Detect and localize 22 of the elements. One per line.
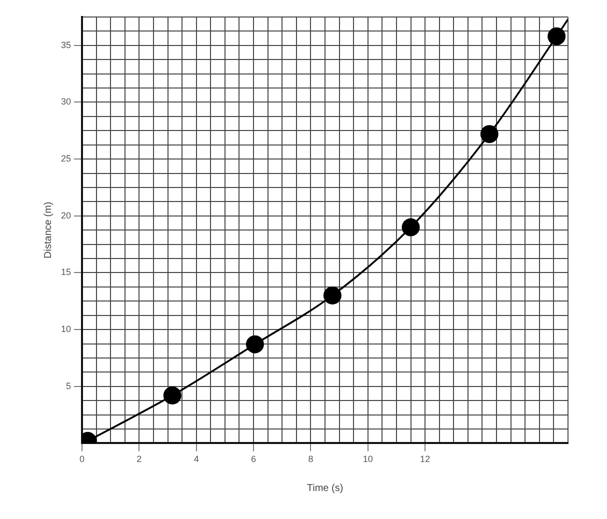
- x-tick-label: 4: [194, 454, 199, 464]
- y-tick-label: 10: [60, 324, 72, 334]
- y-axis-title: Distance (m): [42, 202, 54, 258]
- point: [323, 286, 342, 304]
- y-tick-label: 35: [60, 40, 72, 50]
- y-tick-label: 15: [60, 267, 72, 278]
- y-tick-label: 30: [60, 96, 72, 107]
- point: [402, 218, 420, 236]
- y-tick-label: 20: [60, 210, 72, 220]
- point: [246, 335, 264, 354]
- y-tick-label: 25: [60, 154, 72, 164]
- y-tick-label: 5: [66, 380, 72, 391]
- x-tick-label: 0: [80, 454, 85, 464]
- x-tick-label: 6: [251, 454, 256, 464]
- point: [480, 125, 498, 144]
- x-tick-label: 2: [136, 454, 142, 464]
- x-tick-label: 8: [308, 454, 314, 464]
- x-tick-label: 10: [362, 454, 373, 464]
- x-axis-title: Time (s): [306, 482, 344, 494]
- point: [548, 27, 566, 46]
- point: [163, 386, 182, 404]
- x-tick-label: 12: [420, 454, 430, 464]
